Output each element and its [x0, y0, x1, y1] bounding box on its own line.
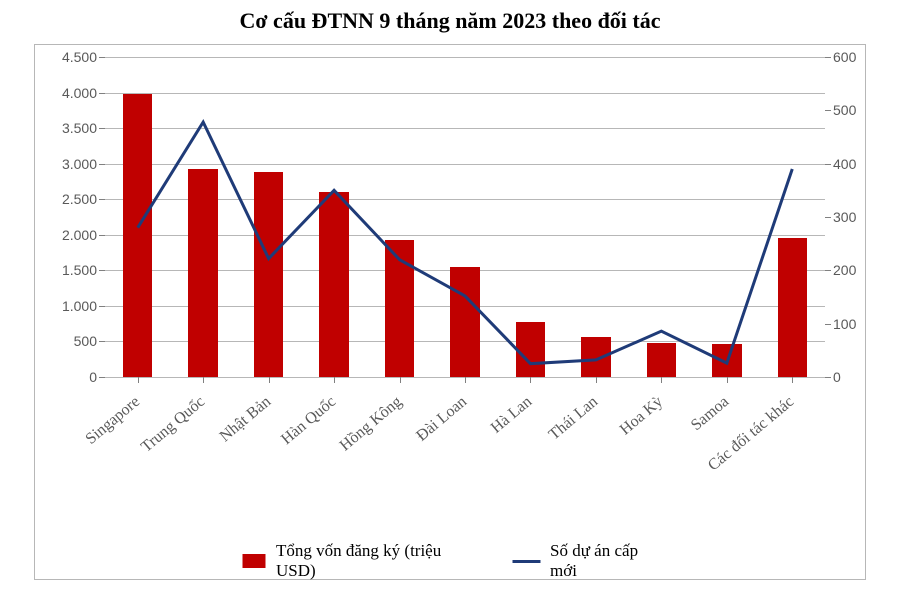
- y-left-tick-label: 4.000: [37, 85, 105, 101]
- y-right-tick-label: 300: [825, 209, 893, 225]
- y-left-tick-label: 2.500: [37, 191, 105, 207]
- y-right-tick: [825, 57, 831, 58]
- chart-wrapper: Cơ cấu ĐTNN 9 tháng năm 2023 theo đối tá…: [0, 0, 900, 600]
- x-tick: [792, 377, 793, 383]
- x-tick: [400, 377, 401, 383]
- y-left-tick-label: 0: [37, 369, 105, 385]
- legend-swatch-line-icon: [513, 560, 540, 563]
- x-tick: [530, 377, 531, 383]
- y-right-tick: [825, 270, 831, 271]
- y-left-tick-label: 3.500: [37, 120, 105, 136]
- x-tick: [138, 377, 139, 383]
- legend: Tổng vốn đăng ký (triệu USD) Số dự án cấ…: [243, 541, 658, 581]
- y-right-tick-label: 100: [825, 316, 893, 332]
- plot-area: 05001.0001.5002.0002.5003.0003.5004.0004…: [105, 57, 825, 377]
- x-axis-labels: SingaporeTrung QuốcNhật BảnHàn QuốcHồng …: [105, 377, 825, 537]
- x-tick: [334, 377, 335, 383]
- plot-frame: 0 500 1.000 1.500 2.000 2.500 3.000 3.500 4.000 4…: [34, 44, 866, 580]
- x-tick: [269, 377, 270, 383]
- y-left-tick-label: 500: [37, 333, 105, 349]
- y-left-tick-label: 3.000: [37, 156, 105, 172]
- y-right-tick: [825, 164, 831, 165]
- y-right-tick-label: 400: [825, 156, 893, 172]
- x-tick: [727, 377, 728, 383]
- y-right-tick: [825, 377, 831, 378]
- x-tick: [465, 377, 466, 383]
- legend-item-bar: Tổng vốn đăng ký (triệu USD): [243, 541, 465, 581]
- legend-swatch-bar-icon: [243, 554, 266, 568]
- y-right-tick-label: 600: [825, 49, 893, 65]
- y-right-tick-label: 0: [825, 369, 893, 385]
- y-left-tick-label: 2.000: [37, 227, 105, 243]
- y-right-tick-label: 500: [825, 102, 893, 118]
- x-tick: [203, 377, 204, 383]
- y-left-tick-label: 1.500: [37, 262, 105, 278]
- y-right-tick-label: 200: [825, 262, 893, 278]
- line-series: [105, 57, 825, 377]
- x-tick: [661, 377, 662, 383]
- y-left-tick-label: 1.000: [37, 298, 105, 314]
- legend-bar-label: Tổng vốn đăng ký (triệu USD): [276, 541, 465, 581]
- x-tick: [596, 377, 597, 383]
- y-right-tick: [825, 217, 831, 218]
- y-right-tick: [825, 110, 831, 111]
- legend-item-line: Số dự án cấp mới: [513, 541, 658, 581]
- chart-title: Cơ cấu ĐTNN 9 tháng năm 2023 theo đối tá…: [239, 8, 660, 34]
- y-right-tick: [825, 324, 831, 325]
- y-left-tick-label: 4.500: [37, 49, 105, 65]
- legend-line-label: Số dự án cấp mới: [550, 541, 657, 581]
